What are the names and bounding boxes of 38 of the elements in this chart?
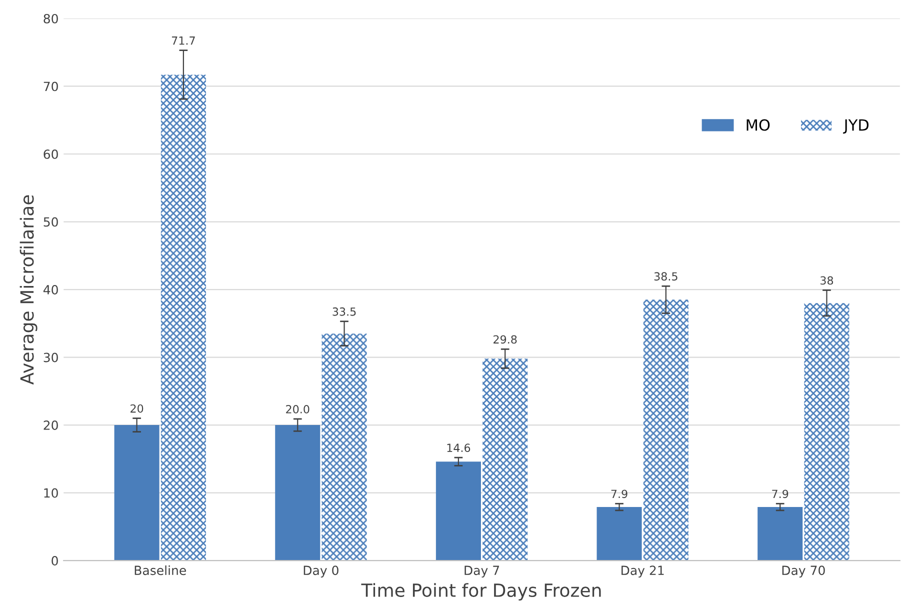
bar <box>436 462 481 561</box>
data-label: 38 <box>820 276 834 285</box>
data-label: 29.8 <box>494 335 517 344</box>
y-tick-label: 30 <box>44 352 58 362</box>
x-tick-label: Day 7 <box>464 566 500 578</box>
bar <box>596 507 642 561</box>
data-label: 20.0 <box>286 404 310 414</box>
bar <box>160 74 206 561</box>
x-axis-title: Time Point for Days Frozen <box>361 583 601 601</box>
y-tick-label: 70 <box>44 82 58 92</box>
data-label: 33.5 <box>332 307 356 316</box>
y-tick-label: 40 <box>43 284 58 294</box>
data-label: 7.9 <box>611 490 628 498</box>
bar <box>804 303 850 561</box>
bar <box>322 334 367 561</box>
x-tick-label: Day 21 <box>622 566 664 578</box>
legend-label: JYD <box>843 119 869 134</box>
bar <box>643 300 688 561</box>
data-label: 38.5 <box>654 272 678 281</box>
y-axis-title: Average Microfilariae <box>20 195 38 385</box>
y-tick-label: 0 <box>52 556 58 566</box>
y-tick-label: 50 <box>44 217 58 227</box>
bar <box>482 358 528 561</box>
y-tick-label: 80 <box>44 14 58 24</box>
data-label: 7.9 <box>772 490 788 498</box>
x-tick-label: Baseline <box>134 565 186 576</box>
x-tick-label: Day 0 <box>304 566 338 578</box>
data-label: 20 <box>130 404 144 413</box>
y-tick-label: 60 <box>44 149 58 159</box>
bar <box>758 507 803 561</box>
data-label: 14.6 <box>447 444 470 452</box>
y-tick-label: 20 <box>44 420 58 430</box>
x-tick-label: Day 70 <box>782 566 825 578</box>
bar <box>275 425 320 561</box>
data-label: 71.7 <box>172 36 195 45</box>
legend-label: MO <box>746 119 770 131</box>
bar <box>114 425 160 561</box>
y-tick-label: 10 <box>44 488 58 498</box>
